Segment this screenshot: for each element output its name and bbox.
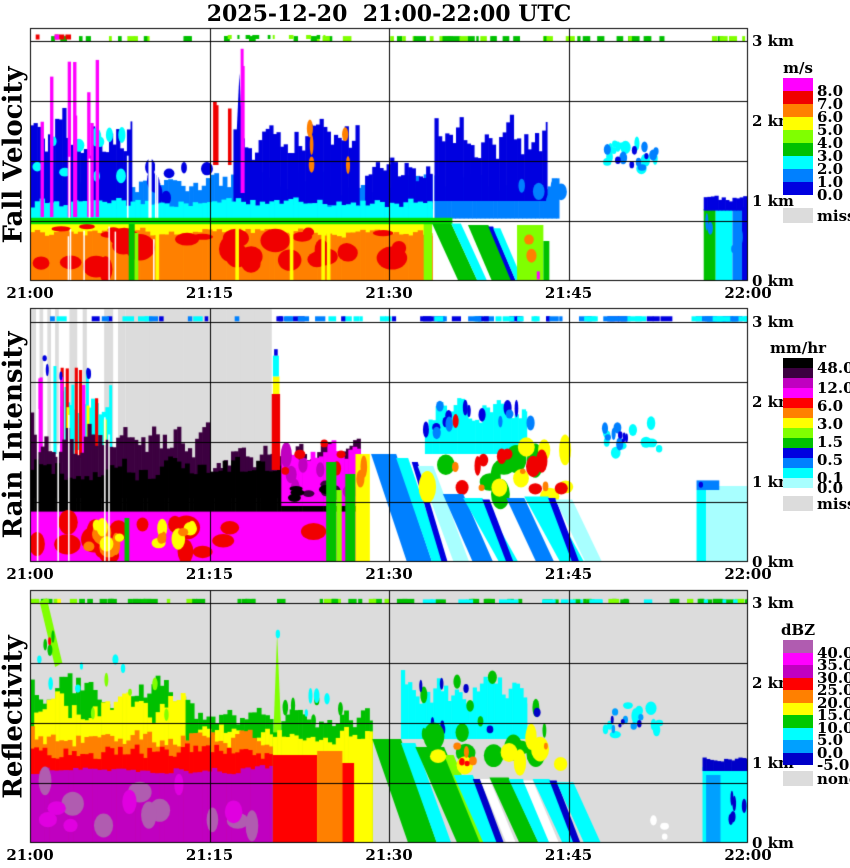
legend-missing-label: miss [817,207,850,225]
legend-color-segment [783,438,813,448]
legend-tick-48.0: 48.0 [817,359,850,377]
legend-tick-20.0: 20.0 [817,693,850,712]
legend-color-segment [783,78,813,91]
legend-color-segment [783,652,813,665]
legend-color-segment [783,727,813,740]
legend-color-segment [783,715,813,728]
legend-tick-40.0: 40.0 [817,643,850,662]
legend-tick-7.0: 7.0 [817,94,844,113]
legend-color-segment [783,418,813,428]
legend-color-segment [783,182,813,195]
legend-missing-label: none [817,770,850,788]
x-tick-label-2145-panel2: 21:45 [544,846,593,864]
legend-tick-30.0: 30.0 [817,668,850,687]
x-tick-label-2130-panel2: 21:30 [365,846,413,864]
x-tick-label-2115-panel0: 21:15 [185,284,234,302]
x-tick-label-2130-panel0: 21:30 [365,284,413,302]
legend-tick-0.0: 0.0 [817,186,844,204]
legend-colorbar-panel1 [783,358,813,488]
legend-color-segment [783,388,813,398]
y-tick-label-0km-panel0: 0 km [752,272,794,290]
y-tick-label-0km-panel1: 0 km [752,553,794,571]
legend-title-ms: m/s [783,59,813,77]
x-tick-label-2130-panel1: 21:30 [365,565,413,583]
panel-label-reflectivity: Reflectivity [0,634,28,799]
legend-colorbar-panel2 [783,640,813,765]
x-tick-label-2100-panel2: 21:00 [6,846,54,864]
legend-tick-1.5: 1.5 [817,432,844,451]
legend-color-segment [783,143,813,156]
legend-tick-15.0: 15.0 [817,706,850,724]
y-tick-label-1km-panel0: 1 km [752,192,794,210]
legend-missing-box [783,496,813,511]
x-tick-label-2115-panel2: 21:15 [185,846,234,864]
legend-color-segment [783,640,813,653]
legend-color-segment [783,91,813,104]
legend-color-segment [783,740,813,753]
legend-colorbar-panel0 [783,78,813,195]
legend-tick-6.0: 6.0 [817,107,844,126]
legend-missing-box [783,208,813,223]
legend-missing-box [783,771,813,786]
legend-tick-0.0: 0.0 [817,479,844,497]
x-tick-label-2115-panel1: 21:15 [185,565,234,583]
y-tick-label-3km-panel1: 3 km [752,313,794,331]
legend-title-mmhr: mm/hr [769,339,827,357]
legend-tick-3.0: 3.0 [817,147,844,166]
legend-color-segment [783,104,813,117]
legend-missing-label: miss [817,495,850,513]
legend-color-segment [783,702,813,715]
y-tick-label-3km-panel0: 3 km [752,32,794,50]
legend-tick-2.0: 2.0 [817,160,844,179]
legend-color-segment [783,677,813,690]
legend-color-segment [783,408,813,418]
panel-label-rain-intensity: Rain Intensity [0,331,28,539]
legend-tick-4.0: 4.0 [817,134,844,153]
panel-label-fall-velocity: Fall Velocity [0,65,28,244]
legend-color-segment [783,378,813,388]
x-tick-label-2145-panel1: 21:45 [544,565,593,583]
legend-tick-8.0: 8.0 [817,81,844,100]
legend-color-segment [783,458,813,468]
legend-tick-0.0: 0.0 [817,743,844,762]
plot-title: 2025-12-20 21:00-22:00 UTC [206,1,572,27]
legend-color-segment [783,468,813,478]
legend-tick-5.0: 5.0 [817,731,844,749]
legend-tick--5.0: -5.0 [817,756,850,774]
legend-tick-6.0: 6.0 [817,396,844,415]
legend-tick-1.0: 1.0 [817,173,844,191]
x-tick-label-2200-panel1: 22:00 [724,565,772,583]
legend-color-segment [783,478,813,488]
legend-tick-25.0: 25.0 [817,681,850,699]
legend-color-segment [783,665,813,678]
legend-color-segment [783,156,813,169]
legend-color-segment [783,358,813,368]
legend-color-segment [783,428,813,438]
legend-color-segment [783,169,813,182]
legend-tick-10.0: 10.0 [817,718,850,737]
legend-tick-5.0: 5.0 [817,120,844,139]
y-tick-label-0km-panel2: 0 km [752,834,794,852]
y-tick-label-3km-panel2: 3 km [752,594,794,612]
legend-tick-3.0: 3.0 [817,415,844,434]
legend-color-segment [783,368,813,378]
legend-color-segment [783,448,813,458]
legend-color-segment [783,690,813,703]
x-tick-label-2145-panel0: 21:45 [544,284,593,302]
x-tick-label-2100-panel0: 21:00 [6,284,54,302]
legend-color-segment [783,130,813,143]
legend-title-dBZ: dBZ [780,621,816,639]
x-tick-label-2200-panel2: 22:00 [724,846,772,864]
legend-tick-35.0: 35.0 [817,656,850,674]
x-tick-label-2100-panel1: 21:00 [6,565,54,583]
x-tick-label-2200-panel0: 22:00 [724,284,772,302]
legend-color-segment [783,752,813,765]
legend-color-segment [783,398,813,408]
legend-color-segment [783,117,813,130]
legend-tick-0.5: 0.5 [817,451,844,470]
legend-tick-0.1: 0.1 [817,468,844,487]
legend-tick-12.0: 12.0 [817,379,850,398]
